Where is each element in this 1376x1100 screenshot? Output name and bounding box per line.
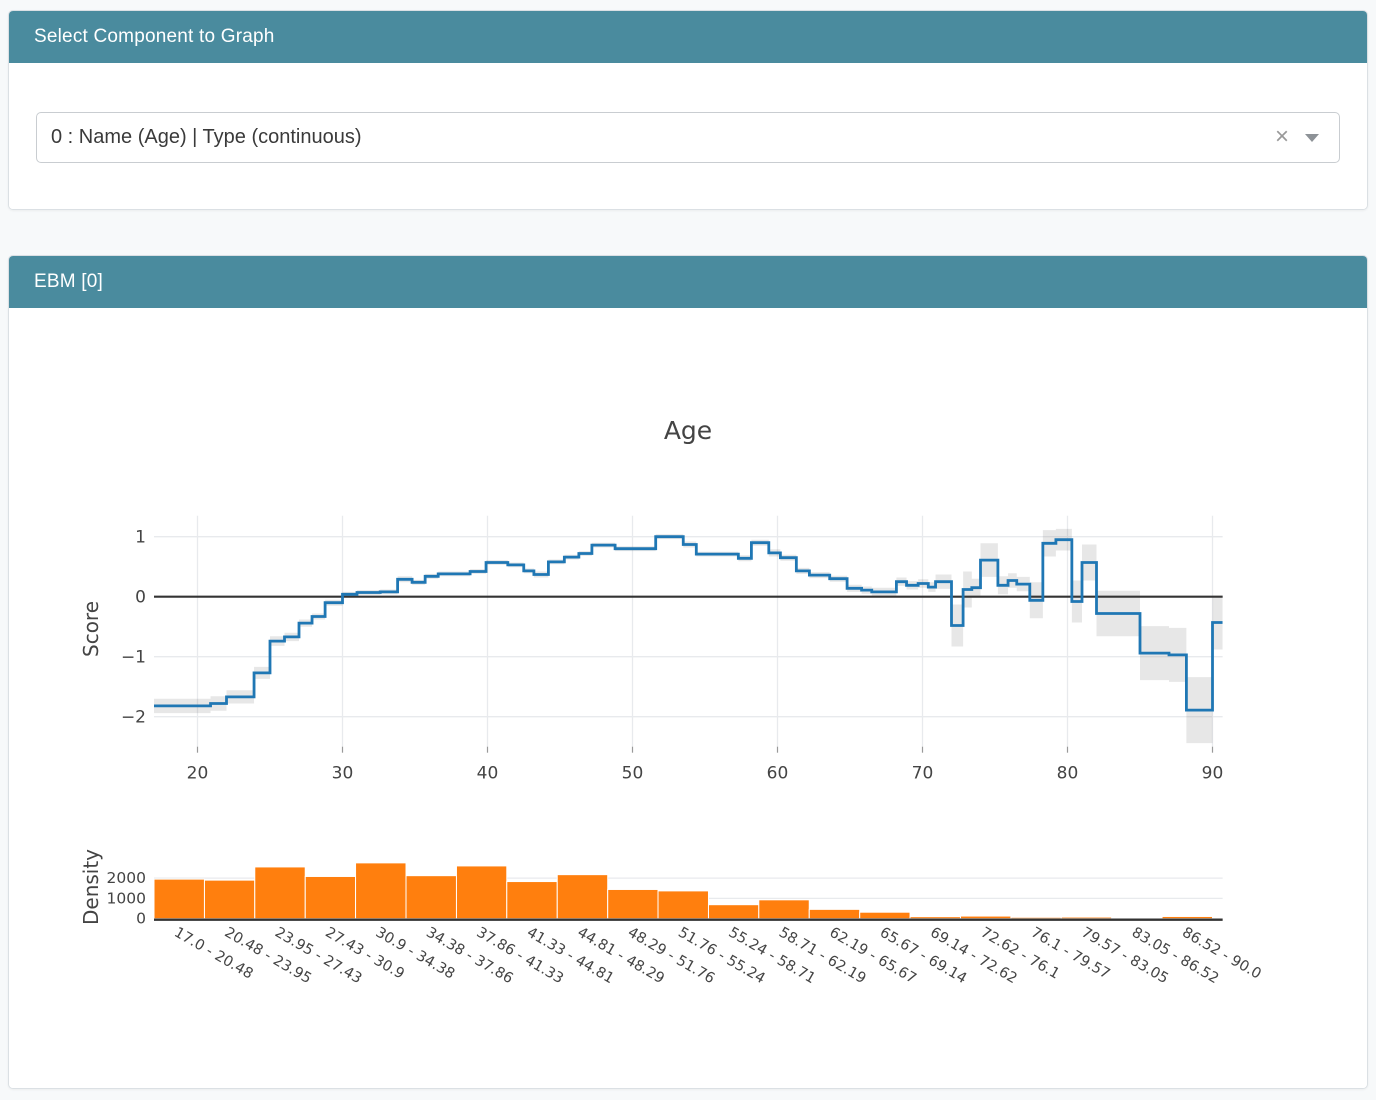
main-plot: 20 30 40 50 60 70 80 90 1 0 −1 −2 Score (79, 515, 1224, 784)
selector-card-header: Select Component to Graph (9, 11, 1367, 63)
density-bar (607, 888, 659, 920)
selector-card-body: 0 : Name (Age) | Type (continuous) × (9, 63, 1367, 209)
density-bar (758, 899, 810, 920)
density-bin-label: 55.24 - 58.71 (726, 925, 818, 988)
ebm-card-header: EBM [0] (9, 256, 1367, 308)
density-bin-label: 48.29 - 51.76 (625, 925, 717, 988)
density-bar (405, 875, 457, 920)
ebm-age-chart[interactable]: Age 20 30 40 50 60 70 80 90 1 0 −1 −2 Score 0 1000 2000D… (9, 308, 1368, 1088)
density-bin-label: 62.19 - 65.67 (826, 925, 918, 988)
chart-title: Age (664, 416, 712, 445)
y-tick-label: −1 (121, 648, 146, 668)
x-tick-label: 80 (1057, 764, 1079, 784)
x-tick-label: 50 (622, 764, 644, 784)
density-y-tick-label: 2000 (107, 869, 146, 887)
x-tick-label: 20 (187, 764, 209, 784)
x-tick-label: 40 (477, 764, 499, 784)
ebm-card-title: EBM [0] (34, 271, 103, 292)
density-bin-label: 79.57 - 83.05 (1078, 925, 1170, 988)
ebm-card: EBM [0] Age 20 30 40 50 60 70 80 90 1 0 −1 −2 Score 0 1… (8, 255, 1368, 1089)
component-selector-card: Select Component to Graph 0 : Name (Age)… (8, 10, 1368, 210)
density-bin-label: 20.48 - 23.95 (222, 925, 314, 988)
density-bin-label: 37.86 - 41.33 (474, 925, 566, 988)
confidence-band (154, 528, 1223, 744)
density-bar (355, 862, 407, 920)
density-bar (657, 890, 709, 920)
density-bar (304, 875, 357, 920)
density-bar (859, 911, 911, 920)
score-step-line (154, 535, 1223, 712)
density-axis-title: Density (79, 849, 103, 925)
density-bin-label: 23.95 - 27.43 (272, 925, 364, 988)
density-bin-label: 83.05 - 86.52 (1129, 925, 1221, 988)
density-bar (1161, 915, 1214, 920)
density-y-tick-label: 0 (136, 910, 146, 928)
density-bin-label: 69.14 - 72.62 (927, 925, 1019, 988)
density-bin-label: 65.67 - 69.14 (877, 925, 969, 988)
density-bar (556, 874, 609, 920)
component-dropdown[interactable]: 0 : Name (Age) | Type (continuous) × (36, 112, 1340, 163)
selector-card-title: Select Component to Graph (34, 26, 275, 47)
density-y-tick-label: 1000 (107, 889, 146, 907)
density-bar (153, 878, 205, 920)
density-bar (506, 881, 558, 920)
density-bin-label: 41.33 - 44.81 (524, 925, 616, 988)
chevron-down-icon[interactable] (1305, 133, 1319, 142)
ebm-card-body: Age 20 30 40 50 60 70 80 90 1 0 −1 −2 Score 0 1000 2000 D… (9, 308, 1367, 1088)
x-tick-label: 60 (767, 764, 789, 784)
density-bar (959, 915, 1012, 920)
density-bar (909, 916, 961, 920)
y-tick-label: −2 (121, 708, 146, 728)
y-axis-title: Score (79, 601, 103, 657)
density-bar (707, 904, 760, 920)
x-tick-label: 30 (332, 764, 354, 784)
density-bar (1060, 916, 1113, 920)
dropdown-selected-value: 0 : Name (Age) | Type (continuous) (51, 126, 362, 148)
density-bar (203, 879, 256, 920)
density-bin-label: 51.76 - 55.24 (675, 925, 767, 988)
y-tick-label: 1 (135, 528, 146, 548)
x-tick-label: 70 (912, 764, 934, 784)
clear-icon[interactable]: × (1274, 122, 1289, 150)
density-bar (808, 908, 861, 920)
density-bin-label: 44.81 - 48.29 (574, 925, 666, 988)
density-bar (1010, 916, 1062, 920)
density-bin-label: 58.71 - 62.19 (776, 925, 868, 988)
x-tick-label: 90 (1202, 764, 1224, 784)
density-bar (254, 866, 306, 920)
density-bar (455, 865, 508, 920)
y-tick-label: 0 (135, 588, 146, 608)
density-bin-label: 34.38 - 37.86 (423, 925, 515, 988)
